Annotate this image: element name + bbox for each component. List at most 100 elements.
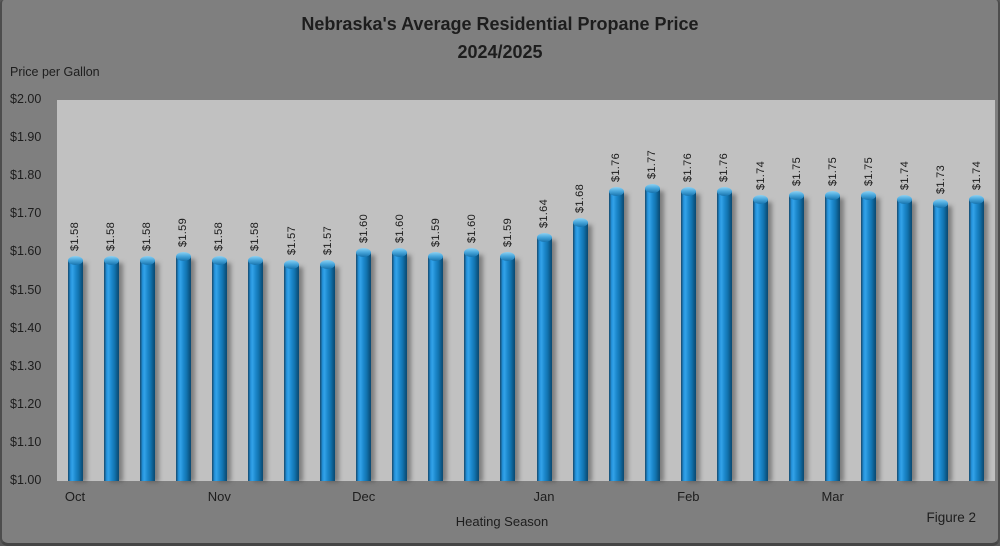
x-axis-tick-label: Mar — [821, 489, 844, 504]
x-axis-tick-label: Dec — [352, 489, 376, 504]
bar-data-label: $1.76 — [610, 153, 623, 183]
chart-title-line1: Nebraska's Average Residential Propane P… — [301, 14, 699, 34]
bar-slot: $1.58 — [237, 100, 273, 481]
bar-data-label: $1.76 — [718, 153, 731, 183]
bar — [933, 198, 949, 481]
bar — [969, 195, 985, 481]
bar — [175, 252, 191, 481]
bar-data-label: $1.75 — [790, 157, 803, 187]
bar — [211, 256, 227, 481]
bar — [680, 187, 696, 481]
bar — [572, 217, 588, 481]
bar-data-label: $1.58 — [105, 221, 118, 251]
bar — [103, 256, 119, 481]
bar — [284, 259, 299, 481]
bar-slot: $1.75 — [815, 100, 851, 481]
bar-slot: $1.77 — [634, 100, 670, 481]
bar-slot: $1.64 — [526, 100, 562, 481]
bar-data-label: $1.58 — [249, 221, 262, 251]
y-axis-tick-label: $1.20 — [10, 396, 42, 411]
bar — [825, 191, 841, 481]
bar-slot: $1.60 — [454, 100, 490, 481]
bar-slot: $1.57 — [310, 100, 346, 481]
bar — [644, 183, 660, 481]
y-axis-tick-label: $1.30 — [10, 358, 42, 373]
bar — [356, 248, 372, 481]
bar-slot: $1.74 — [887, 100, 923, 481]
bar-slot: $1.68 — [562, 100, 598, 481]
bar — [536, 233, 552, 481]
bar-data-label: $1.60 — [393, 214, 406, 244]
bar-data-label: $1.59 — [429, 218, 442, 248]
y-axis-tick-label: $1.90 — [10, 130, 42, 145]
bar-slot: $1.74 — [742, 100, 778, 481]
bar-data-label: $1.75 — [862, 157, 875, 187]
bar-data-label: $1.76 — [682, 153, 695, 183]
bar — [428, 252, 444, 481]
x-axis-tick-label: Nov — [207, 489, 231, 504]
chart-title: Nebraska's Average Residential Propane P… — [2, 10, 998, 66]
bar — [608, 187, 624, 481]
bar-data-label: $1.60 — [357, 214, 370, 244]
y-axis-tick-label: $2.00 — [10, 92, 42, 106]
bar-slot: $1.76 — [670, 100, 706, 481]
bar — [247, 256, 263, 481]
bar — [139, 256, 155, 481]
bar-data-label: $1.58 — [141, 221, 154, 251]
bar — [897, 195, 913, 481]
bar-data-label: $1.57 — [321, 225, 334, 255]
bar-slot: $1.59 — [165, 100, 201, 481]
bar-data-label: $1.77 — [646, 149, 659, 179]
bar — [320, 259, 336, 481]
bar-data-label: $1.73 — [934, 164, 947, 194]
bar-data-label: $1.59 — [501, 218, 514, 248]
y-axis-tick-label: $1.60 — [10, 244, 42, 259]
bar-data-label: $1.75 — [826, 157, 839, 187]
x-axis-tick-label: Jan — [533, 489, 555, 504]
bar — [861, 191, 877, 481]
bar — [392, 248, 408, 481]
bar-data-label: $1.58 — [69, 221, 82, 251]
bar-slot: $1.60 — [382, 100, 418, 481]
x-axis-tick-label: Oct — [64, 489, 86, 504]
bar-slot: $1.73 — [923, 100, 959, 481]
bar-slot: $1.60 — [346, 100, 382, 481]
bar-slot: $1.76 — [706, 100, 742, 481]
bar-data-label: $1.74 — [898, 161, 911, 191]
y-axis-title: Price per Gallon — [10, 65, 100, 79]
plot-area: $1.58 $1.58 $1.58 $1.59 $1.58 $1.58 $1.57 $1.57… — [57, 100, 995, 481]
bar-data-label: $1.59 — [177, 218, 190, 248]
bar-slot: $1.59 — [490, 100, 526, 481]
x-axis-title: Heating Season — [455, 514, 549, 529]
bar-slot: $1.75 — [779, 100, 815, 481]
bar — [789, 191, 805, 481]
bar-slot: $1.57 — [273, 100, 309, 481]
bar — [464, 248, 480, 481]
bar-data-label: $1.68 — [574, 183, 587, 213]
y-axis-tick-label: $1.40 — [10, 320, 42, 335]
bar-slot: $1.76 — [598, 100, 634, 481]
bar-data-label: $1.57 — [285, 225, 298, 255]
bar — [716, 187, 732, 481]
bar-slot: $1.74 — [959, 100, 995, 481]
bar-slot: $1.59 — [418, 100, 454, 481]
bar-data-label: $1.58 — [213, 221, 226, 251]
x-axis-tick-label: Feb — [677, 489, 700, 504]
bar-slot: $1.58 — [57, 100, 93, 481]
y-axis-tick-label: $1.50 — [10, 282, 42, 297]
bar-slot: $1.75 — [851, 100, 887, 481]
bar-data-label: $1.74 — [754, 161, 767, 191]
y-axis-tick-label: $1.70 — [10, 206, 42, 221]
bar-slot: $1.58 — [93, 100, 129, 481]
bar — [67, 256, 83, 481]
bar-data-label: $1.60 — [465, 214, 478, 244]
figure-caption: Figure 2 — [926, 510, 976, 525]
y-axis-tick-label: $1.80 — [10, 168, 42, 183]
y-axis-tick-label: $1.00 — [10, 473, 42, 487]
bar-slot: $1.58 — [129, 100, 165, 481]
bar-data-label: $1.64 — [538, 199, 551, 229]
bar-data-label: $1.74 — [970, 161, 983, 191]
y-axis-tick-label: $1.10 — [10, 434, 42, 449]
bar-slot: $1.58 — [201, 100, 237, 481]
